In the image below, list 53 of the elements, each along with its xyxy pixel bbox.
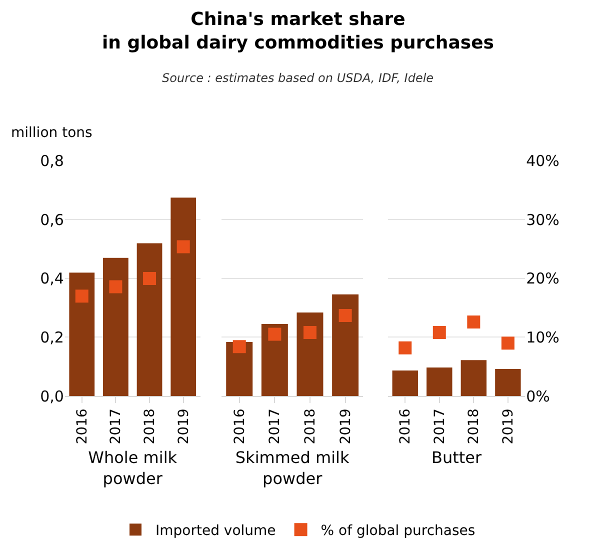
x-tick-label: 2016 [398,408,414,444]
x-tick-label: 2017 [108,408,124,444]
x-tick-label: 2018 [466,408,482,444]
y2-tick-label: 30% [526,210,560,229]
legend-label: % of global purchases [320,523,476,540]
bar [103,258,128,396]
y-tick-label: 0,6 [40,210,64,229]
bar [170,198,196,396]
point [467,315,480,328]
point [501,336,514,350]
point [143,272,156,285]
point [176,240,190,254]
x-tick-label: 2018 [302,408,319,444]
point [303,326,316,340]
y-axis-title: million tons [11,125,92,141]
bar [460,360,487,396]
x-tick-label: 2016 [232,408,248,444]
x-tick-label: 2019 [176,408,192,444]
y2-tick-label: 20% [526,270,560,288]
x-tick-label: 2017 [432,408,448,444]
y-tick-label: 0,4 [40,270,64,288]
point [75,290,88,303]
legend-label: Imported volume [156,523,276,540]
bar [136,243,162,396]
point [268,328,282,341]
y2-tick-label: 10% [526,328,560,346]
y-tick-label: 0,8 [40,152,64,170]
x-tick-label: 2019 [500,408,516,444]
y2-tick-label: 40% [526,152,560,170]
bar [296,312,324,396]
x-tick-label: 2017 [267,408,284,444]
y2-tick-label: 0% [526,387,550,406]
bar [495,368,521,396]
bar [69,272,95,396]
bar [261,324,288,396]
point [432,326,446,340]
x-tick-label: 2016 [74,408,90,444]
x-axis-title: Skimmed milk powder [235,448,350,488]
x-tick-label: 2019 [338,408,354,444]
x-axis-title: Whole milk powder [88,448,178,488]
y-tick-label: 0,2 [40,328,64,346]
point [109,280,122,294]
text: China's market share in global dairy commodities purchases [102,8,494,54]
point [338,309,352,322]
point [232,340,246,354]
bar [332,294,359,396]
x-axis-title: Butter [431,448,482,467]
x-tick-label: 2018 [142,408,158,444]
bar [426,368,452,396]
text: Source : estimates based on USDA, IDF, Idele [162,71,434,85]
point [398,341,412,354]
bar [392,370,418,396]
y-tick-label: 0,0 [40,387,64,406]
